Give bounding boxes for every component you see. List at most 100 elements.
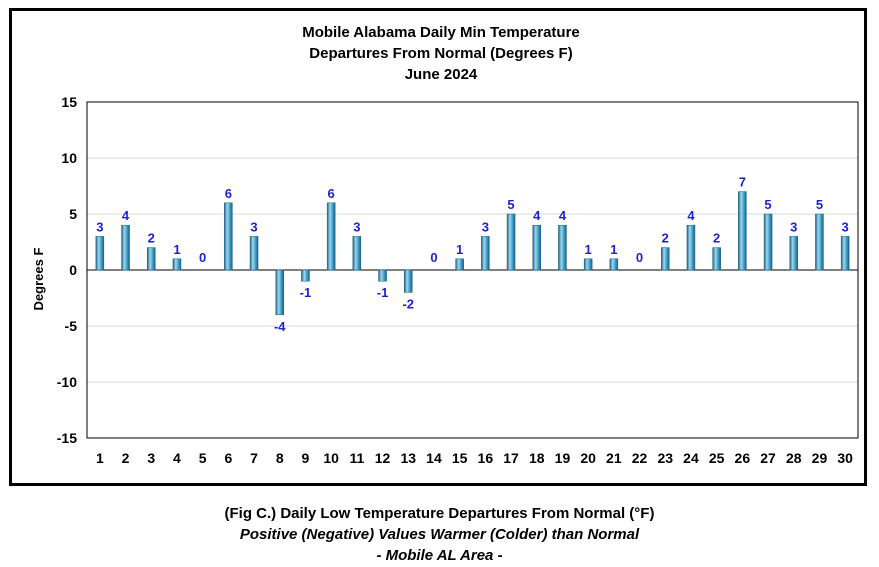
grid-lines: [87, 157, 858, 383]
x-tick-label: 12: [375, 450, 391, 466]
bar: [249, 236, 259, 271]
x-axis-tick-labels: 1 2 3 4 5 6 7 8 9 10 11 12 13 14 15 16 17 18 19 20 21 22 23 24 2…: [96, 450, 853, 466]
x-tick-label: 11: [349, 450, 364, 466]
data-label: -4: [274, 319, 286, 334]
x-tick-label: 7: [250, 450, 258, 466]
x-tick-label: 14: [426, 450, 442, 466]
data-label: 3: [482, 219, 489, 234]
x-tick-label: 29: [812, 450, 828, 466]
data-label: 1: [456, 242, 463, 257]
data-label: 3: [842, 219, 849, 234]
data-label: -1: [300, 285, 312, 300]
y-tick-label: 10: [61, 150, 77, 166]
bar: [738, 191, 747, 271]
caption-line-3: - Mobile AL Area -: [376, 547, 503, 564]
data-label: 3: [790, 219, 797, 234]
y-tick-label: 15: [61, 94, 77, 110]
bar: [506, 213, 516, 271]
x-tick-label: 16: [478, 450, 494, 466]
x-tick-label: 9: [302, 450, 310, 466]
x-tick-label: 22: [632, 450, 648, 466]
x-tick-label: 2: [122, 450, 130, 466]
y-tick-label: 5: [69, 206, 77, 222]
bar: [686, 224, 696, 271]
y-tick-label: -5: [65, 318, 78, 334]
x-tick-label: 17: [503, 450, 519, 466]
x-tick-label: 10: [323, 450, 339, 466]
x-tick-label: 24: [683, 450, 699, 466]
bar: [481, 236, 490, 271]
y-tick-label: -15: [57, 430, 77, 446]
chart-title-line-1: Mobile Alabama Daily Min Temperature: [302, 24, 580, 41]
data-label: 4: [687, 208, 695, 223]
bar: [455, 258, 464, 271]
x-tick-label: 25: [709, 450, 725, 466]
x-tick-label: 20: [580, 450, 596, 466]
data-label: 2: [662, 231, 669, 246]
bar: [404, 269, 413, 293]
x-tick-label: 18: [529, 450, 545, 466]
bar: [352, 236, 362, 271]
bar: [558, 224, 567, 271]
data-label: 6: [225, 186, 232, 201]
x-tick-label: 13: [400, 450, 416, 466]
caption-line-2: Positive (Negative) Values Warmer (Colde…: [239, 526, 640, 543]
data-label: 3: [250, 219, 257, 234]
data-label: 5: [764, 197, 771, 212]
bar: [712, 247, 721, 271]
x-tick-label: 19: [555, 450, 571, 466]
x-tick-label: 26: [735, 450, 751, 466]
bar: [583, 258, 593, 271]
bar: [378, 269, 387, 282]
bar: [172, 258, 182, 271]
x-tick-label: 3: [147, 450, 155, 466]
x-tick-label: 4: [173, 450, 181, 466]
data-label: 3: [353, 219, 360, 234]
figure-caption: (Fig C.) Daily Low Temperature Departure…: [0, 503, 879, 566]
bar: [301, 269, 310, 282]
bars: [95, 191, 850, 316]
data-label: 5: [816, 197, 823, 212]
bar: [275, 269, 284, 316]
chart-frame: Mobile Alabama Daily Min Temperature Dep…: [9, 8, 867, 486]
bar: [224, 202, 233, 271]
temperature-departure-chart: Mobile Alabama Daily Min Temperature Dep…: [31, 24, 859, 466]
bar: [532, 224, 541, 271]
x-tick-label: 23: [657, 450, 673, 466]
bar: [121, 224, 130, 271]
x-tick-label: 27: [760, 450, 776, 466]
x-tick-label: 30: [837, 450, 853, 466]
data-label: 2: [713, 231, 720, 246]
bar: [840, 236, 850, 271]
data-label: -2: [402, 296, 414, 311]
data-label: 0: [636, 250, 643, 265]
chart-title-line-2: Departures From Normal (Degrees F): [309, 45, 572, 62]
bar: [147, 247, 156, 271]
chart-title-line-3: June 2024: [405, 66, 478, 83]
data-label: 6: [328, 186, 335, 201]
x-tick-label: 5: [199, 450, 207, 466]
y-axis-title: Degrees F: [31, 248, 46, 311]
x-tick-label: 15: [452, 450, 468, 466]
data-label: 1: [173, 242, 180, 257]
bar: [763, 213, 773, 271]
data-label: 2: [148, 231, 155, 246]
data-label: -1: [377, 285, 389, 300]
bar: [609, 258, 619, 271]
chart-title: Mobile Alabama Daily Min Temperature Dep…: [302, 24, 580, 83]
data-label: 4: [533, 208, 541, 223]
data-labels: 3 4 2 1 0 6 3 -4 -1 6 3 -1 -2 0 1 3 5 4 4 1 1 0 2 4 2 7 5 3 5 3: [96, 175, 849, 334]
y-tick-label: 0: [69, 262, 77, 278]
caption-title: (Fig C.) Daily Low Temperature Departure…: [224, 505, 655, 522]
data-label: 7: [739, 175, 746, 190]
x-tick-label: 8: [276, 450, 284, 466]
bar: [661, 247, 670, 271]
data-label: 4: [559, 208, 567, 223]
bar: [815, 213, 824, 271]
data-label: 5: [507, 197, 514, 212]
bar: [326, 202, 336, 271]
bar: [789, 236, 798, 271]
data-label: 3: [96, 219, 103, 234]
bar: [95, 236, 105, 271]
data-label: 0: [430, 250, 437, 265]
